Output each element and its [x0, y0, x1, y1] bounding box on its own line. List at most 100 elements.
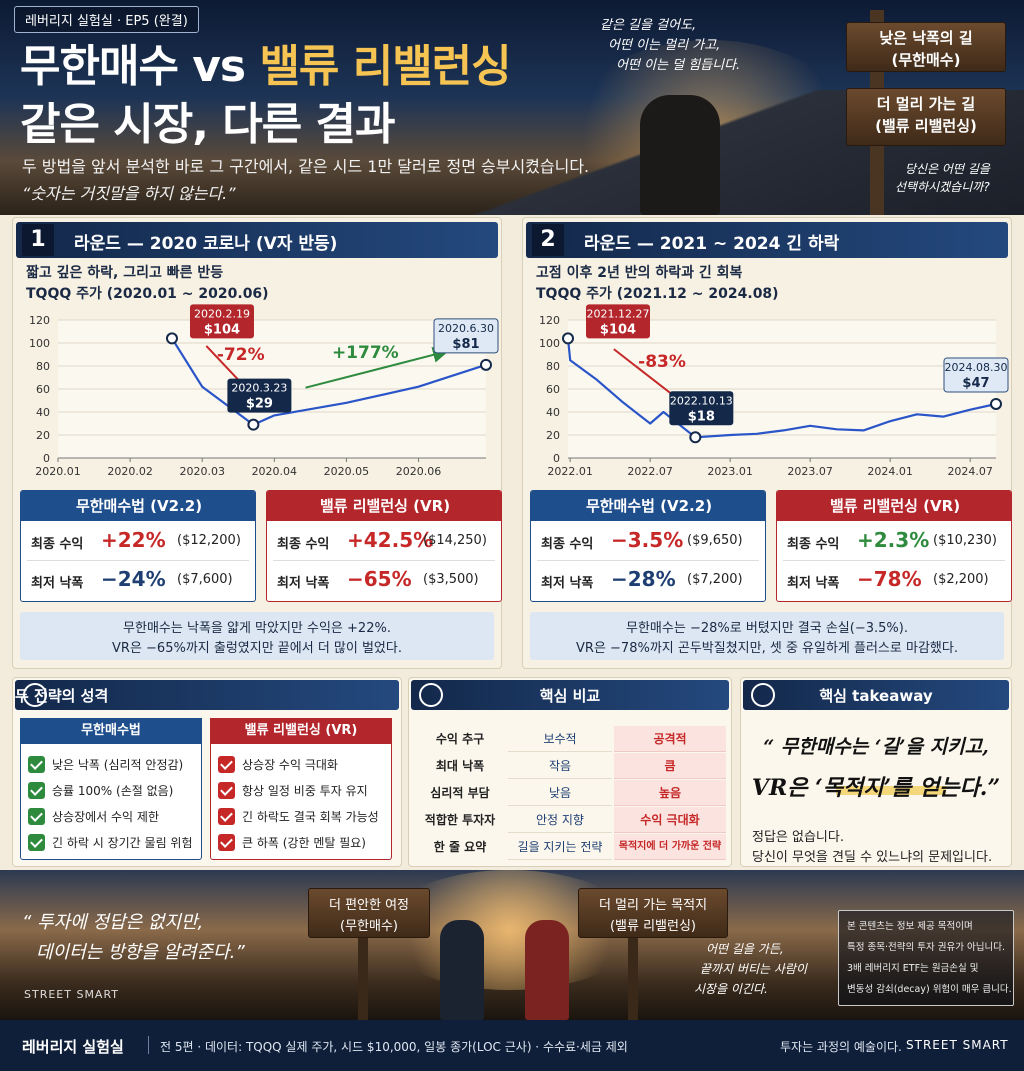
- footer-info: 전 5편 · 데이터: TQQQ 실제 주가, 시드 $10,000, 일봉 종…: [160, 1040, 628, 1054]
- section-icon: [419, 683, 443, 707]
- price-line: [171, 337, 487, 426]
- point-marker: [689, 431, 702, 444]
- annotation-label: -83%: [638, 352, 686, 372]
- sign-board: 더 멀리 가는 길 (밸류 리밸런싱): [846, 88, 1006, 146]
- banner-poem: 시장을 이긴다.: [694, 982, 768, 996]
- y-tick-label: 60: [36, 383, 50, 396]
- section-header: 두 전략의 성격: [15, 680, 399, 710]
- table-header: 무한매수법 (V2.2): [531, 491, 765, 521]
- column-item: 긴 하락도 결국 회복 가능성: [242, 810, 379, 824]
- round-header: 2 라운드 — 2021 ~ 2024 긴 하락: [526, 222, 1008, 258]
- compare-right: 큼: [614, 753, 726, 779]
- callout-date: 2024.08.30: [945, 361, 1008, 374]
- sign-text: 낮은 낙폭의 길: [879, 29, 973, 47]
- section-icon: [751, 683, 775, 707]
- column-header: 밸류 리밸런싱 (VR): [210, 718, 392, 744]
- sign-board: 더 멀리 가는 목적지 (밸류 리밸런싱): [578, 888, 728, 938]
- compare-label: 심리적 부담: [430, 786, 490, 800]
- callout-date: 2020.3.23: [231, 382, 287, 395]
- check-icon: [28, 808, 45, 825]
- row-value: −3.5%: [611, 528, 684, 552]
- round-title: 라운드 — 2020 코로나 (V자 반등): [74, 234, 338, 254]
- callout-date: 2020.2.19: [194, 307, 250, 320]
- row-amount: ($10,230): [933, 533, 997, 548]
- x-tick-label: 2023.01: [707, 465, 753, 478]
- y-tick-label: 120: [539, 314, 560, 327]
- description: 두 방법을 앞서 분석한 바로 그 구간에서, 같은 시드 1만 달러로 정면 …: [22, 157, 590, 176]
- round-header: 1 라운드 — 2020 코로나 (V자 반등): [16, 222, 498, 258]
- banner-poem: 어떤 길을 가든,: [706, 942, 784, 956]
- title-line1: 무한매수 vs 밸류 리밸런싱: [20, 30, 512, 94]
- row-value: −28%: [611, 567, 676, 591]
- column-item: 낮은 낙폭 (심리적 안정감): [52, 758, 184, 772]
- y-tick-label: 40: [36, 406, 50, 419]
- chart-title: TQQQ 주가 (2020.01 ~ 2020.06): [26, 286, 269, 302]
- row-amount: ($7,200): [687, 572, 743, 587]
- row-amount: ($3,500): [423, 572, 479, 587]
- callout-value: $18: [688, 409, 715, 424]
- footer-brand2: STREET SMART: [906, 1038, 1009, 1052]
- row-amount: ($7,600): [177, 572, 233, 587]
- section-icon: [23, 683, 47, 707]
- sign-text: (무한매수): [340, 919, 398, 934]
- y-tick-label: 120: [29, 314, 50, 327]
- result-table: 밸류 리밸런싱 (VR) 최종 수익 +2.3% ($10,230) 최저 낙폭 −78%…: [776, 490, 1012, 602]
- poem-line: 어떤 이는 덜 힘듭니다.: [616, 58, 741, 73]
- footer-brand: 레버리지 실험실: [22, 1038, 124, 1056]
- compare-label: 적합한 투자자: [424, 813, 496, 827]
- callout-value: $104: [600, 322, 636, 337]
- callout-date: 2021.12.27: [587, 307, 650, 320]
- x-tick-label: 2024.07: [947, 465, 993, 478]
- takeaway-body: 정답은 없습니다.: [752, 830, 844, 845]
- highlight-mark: [836, 786, 946, 795]
- question-line: 당신은 어떤 길을: [905, 162, 990, 176]
- row-label: 최종 수익: [31, 537, 84, 552]
- compare-label: 수익 추구: [435, 732, 485, 746]
- compare-label: 한 줄 요약: [433, 840, 487, 854]
- row-label: 최저 낙폭: [31, 576, 84, 591]
- point-marker: [990, 397, 1002, 410]
- check-icon: [218, 756, 235, 773]
- section-header: 핵심 takeaway: [743, 680, 1009, 710]
- x-tick-label: 2022.01: [547, 465, 593, 478]
- compare-right: 높음: [614, 780, 726, 806]
- result-table: 무한매수법 (V2.2) 최종 수익 +22% ($12,200) 최저 낙폭 −24% (…: [20, 490, 256, 602]
- callout-box: [227, 378, 292, 413]
- section-header: 핵심 비교: [411, 680, 729, 710]
- result-table: 무한매수법 (V2.2) 최종 수익 −3.5% ($9,650) 최저 낙폭 −28% (…: [530, 490, 766, 602]
- check-icon: [218, 808, 235, 825]
- poem-line: 같은 길을 걸어도,: [600, 18, 697, 33]
- hiker-left: [440, 920, 484, 1020]
- disclaimer: 본 콘텐츠는 정보 제공 목적이며 특정 종목·전략의 투자 권유가 아닙니다. 3…: [838, 910, 1014, 1006]
- disclaimer-line: 본 콘텐츠는 정보 제공 목적이며: [847, 921, 973, 932]
- price-line: [566, 338, 997, 439]
- column-item: 항상 일정 비중 투자 유지: [242, 784, 368, 798]
- column-item: 큰 하폭 (강한 멘탈 필요): [242, 836, 366, 850]
- x-tick-label: 2023.07: [787, 465, 833, 478]
- compare-right: 목적지에 더 가까운 전략: [614, 834, 726, 860]
- table-header: 밸류 리밸런싱 (VR): [777, 491, 1011, 521]
- column-item: 긴 하락 시 장기간 물림 위험: [52, 836, 193, 850]
- row-label: 최종 수익: [787, 537, 840, 552]
- title-text: 무한매수 vs: [20, 41, 260, 92]
- summary-line: 무한매수는 낙폭을 얇게 막았지만 수익은 +22%.: [123, 621, 391, 636]
- point-marker: [165, 332, 178, 345]
- row-label: 최종 수익: [277, 537, 330, 552]
- badge: 레버리지 실험실 · EP5 (완결): [14, 6, 199, 33]
- compare-right: 공격적: [614, 726, 726, 752]
- banner: “ 투자에 정답은 없지만, 데이터는 방향을 알려준다.” STREET SMAR…: [0, 870, 1024, 1020]
- disclaimer-line: 특정 종목·전략의 투자 권유가 아닙니다.: [847, 942, 1005, 953]
- column-item: 상승장에서 수익 제한: [52, 810, 159, 824]
- y-tick-label: 80: [36, 360, 50, 373]
- row-amount: ($9,650): [687, 533, 743, 548]
- summary-line: 무한매수는 −28%로 버텼지만 결국 손실(−3.5%).: [626, 621, 908, 636]
- callout-value: $81: [452, 337, 479, 352]
- banner-poem: 끝까지 버티는 사람이: [700, 962, 807, 976]
- result-table: 밸류 리밸런싱 (VR) 최종 수익 +42.5% ($14,250) 최저 낙폭 −65…: [266, 490, 502, 602]
- y-tick-label: 100: [539, 337, 560, 350]
- check-icon: [28, 756, 45, 773]
- title-line2: 같은 시장, 다른 결과: [20, 99, 396, 150]
- callout-value: $47: [962, 376, 989, 391]
- compare-left: 길을 지키는 전략: [508, 834, 612, 860]
- sign-board: 낮은 낙폭의 길 (무한매수): [846, 22, 1006, 72]
